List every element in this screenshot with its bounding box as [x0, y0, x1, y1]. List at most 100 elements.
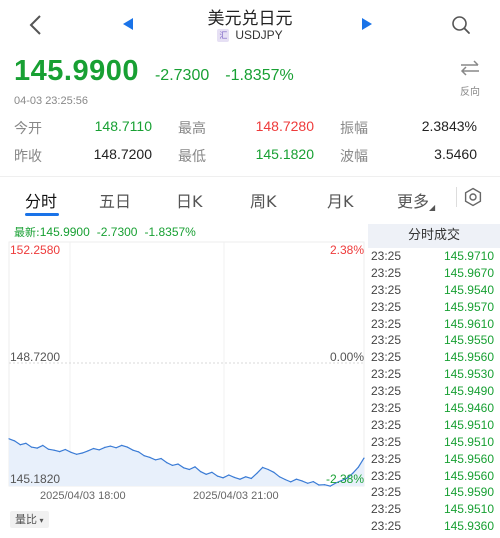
price-point [166, 462, 168, 464]
price-points [8, 438, 365, 487]
tab-more-label: 更多 [397, 192, 430, 211]
amplitude-label: 振幅 [340, 121, 368, 137]
trade-time: 23:25 [371, 434, 402, 449]
price-line [8, 438, 365, 487]
price-point [30, 446, 33, 448]
caret-down-icon: ◢ [429, 203, 436, 212]
volume-ratio-button[interactable]: 量比 ▾ [10, 511, 49, 528]
price-point [177, 463, 179, 465]
next-symbol-icon[interactable] [357, 14, 377, 34]
trade-time: 23:25 [371, 367, 402, 382]
tick-trades-list: 23:25 145.9710 23:25 145.9670 23:25 145.9540 2… [368, 248, 500, 535]
open-label: 今开 [14, 121, 42, 137]
price-point [200, 471, 202, 473]
price-point [290, 481, 292, 483]
price-point [92, 447, 95, 450]
trade-time: 23:25 [371, 384, 402, 399]
trade-price: 145.9360 [443, 519, 494, 534]
trade-row: 23:25 145.9510 [368, 501, 500, 518]
price-change-pct: -1.8357% [225, 67, 294, 84]
trade-time: 23:25 [371, 485, 402, 500]
price-point [126, 446, 128, 448]
x-axis-tick-label: 2025/04/03 21:00 [193, 490, 279, 502]
trade-time: 23:25 [371, 468, 402, 483]
trade-row: 23:25 145.9570 [368, 299, 500, 316]
trade-row: 23:25 145.9550 [368, 332, 500, 349]
price-point [154, 459, 157, 461]
price-point [363, 457, 365, 459]
price-point [228, 474, 230, 476]
y-axis-mid-label: 148.7200 [10, 350, 61, 364]
price-point [267, 468, 269, 471]
tick-trades-panel[interactable]: 分时成交 23:25 145.9710 23:25 145.9670 23:25 145.… [368, 224, 500, 538]
trade-price: 145.9570 [443, 299, 494, 314]
trade-row: 23:25 145.9590 [368, 484, 500, 501]
trade-price: 145.9510 [443, 434, 494, 449]
active-tab-indicator [25, 213, 59, 216]
tab-intraday[interactable]: 分时 [25, 192, 58, 211]
intraday-chart[interactable] [0, 240, 366, 510]
price-row: 145.9900 -2.7300 -1.8357% [14, 55, 294, 91]
current-price: 145.9900 [14, 55, 139, 87]
trade-row: 23:25 145.9560 [368, 468, 500, 485]
trade-price: 145.9510 [443, 417, 494, 432]
tab-more[interactable]: 更多◢ [397, 188, 435, 212]
trade-price: 145.9670 [443, 265, 494, 280]
price-point [59, 451, 61, 453]
back-icon[interactable] [20, 10, 50, 40]
trade-time: 23:25 [371, 265, 402, 280]
price-point [104, 446, 106, 448]
price-point [284, 478, 286, 481]
y-axis-top-label: 152.2580 [10, 243, 61, 257]
trade-time: 23:25 [371, 502, 402, 517]
price-point [14, 440, 16, 442]
tab-monthly-k[interactable]: 月K [327, 192, 354, 211]
price-point [132, 449, 134, 451]
trade-time: 23:25 [371, 282, 402, 297]
trade-price: 145.9540 [443, 282, 494, 297]
price-point [87, 450, 89, 452]
trade-price: 145.9710 [443, 249, 494, 263]
price-point [188, 468, 190, 471]
prev-symbol-icon[interactable] [118, 14, 138, 34]
trade-price: 145.9560 [443, 350, 494, 365]
latest-change: -2.7300 [96, 225, 138, 239]
trade-row: 23:25 145.9540 [368, 282, 500, 299]
tab-five-day[interactable]: 五日 [99, 192, 132, 211]
reverse-button[interactable]: 反向 [452, 60, 488, 98]
prev-close-value: 148.7200 [93, 146, 152, 162]
trade-time: 23:25 [371, 519, 402, 534]
price-point [216, 475, 219, 477]
latest-change-pct: -1.8357% [144, 225, 196, 239]
price-point [295, 478, 297, 480]
gear-icon[interactable] [463, 187, 483, 207]
symbol-subtitle: 汇 USDJPY [150, 28, 350, 42]
trade-row: 23:25 145.9510 [368, 417, 500, 434]
wave-value: 3.5460 [434, 146, 477, 162]
wave-label: 波幅 [340, 149, 368, 165]
quote-timestamp: 04-03 23:25:56 [14, 95, 89, 107]
price-point [19, 444, 21, 446]
tab-daily-k[interactable]: 日K [176, 192, 203, 211]
stats-row-1: 今开 148.7110 最高 148.7280 振幅 2.3843% [0, 118, 500, 140]
price-point [47, 448, 50, 450]
price-point [53, 449, 55, 451]
trade-price: 145.9460 [443, 401, 494, 416]
trade-row: 23:25 145.9460 [368, 400, 500, 417]
price-point [222, 477, 224, 479]
swap-arrows-icon [459, 60, 481, 80]
price-point [98, 449, 100, 451]
trade-row: 23:25 145.9530 [368, 366, 500, 383]
tab-weekly-k[interactable]: 周K [250, 192, 277, 211]
price-point [121, 444, 123, 446]
high-label: 最高 [178, 121, 206, 137]
symbol-code: USDJPY [235, 28, 283, 42]
price-point [318, 484, 320, 486]
y-axis-bottom-pct: -2.38% [325, 472, 364, 486]
trade-price: 145.9610 [443, 316, 494, 331]
search-icon[interactable] [446, 10, 476, 40]
open-value: 148.7110 [94, 118, 152, 134]
trade-time: 23:25 [371, 350, 402, 365]
trade-time: 23:25 [371, 316, 402, 331]
price-point [76, 453, 78, 455]
